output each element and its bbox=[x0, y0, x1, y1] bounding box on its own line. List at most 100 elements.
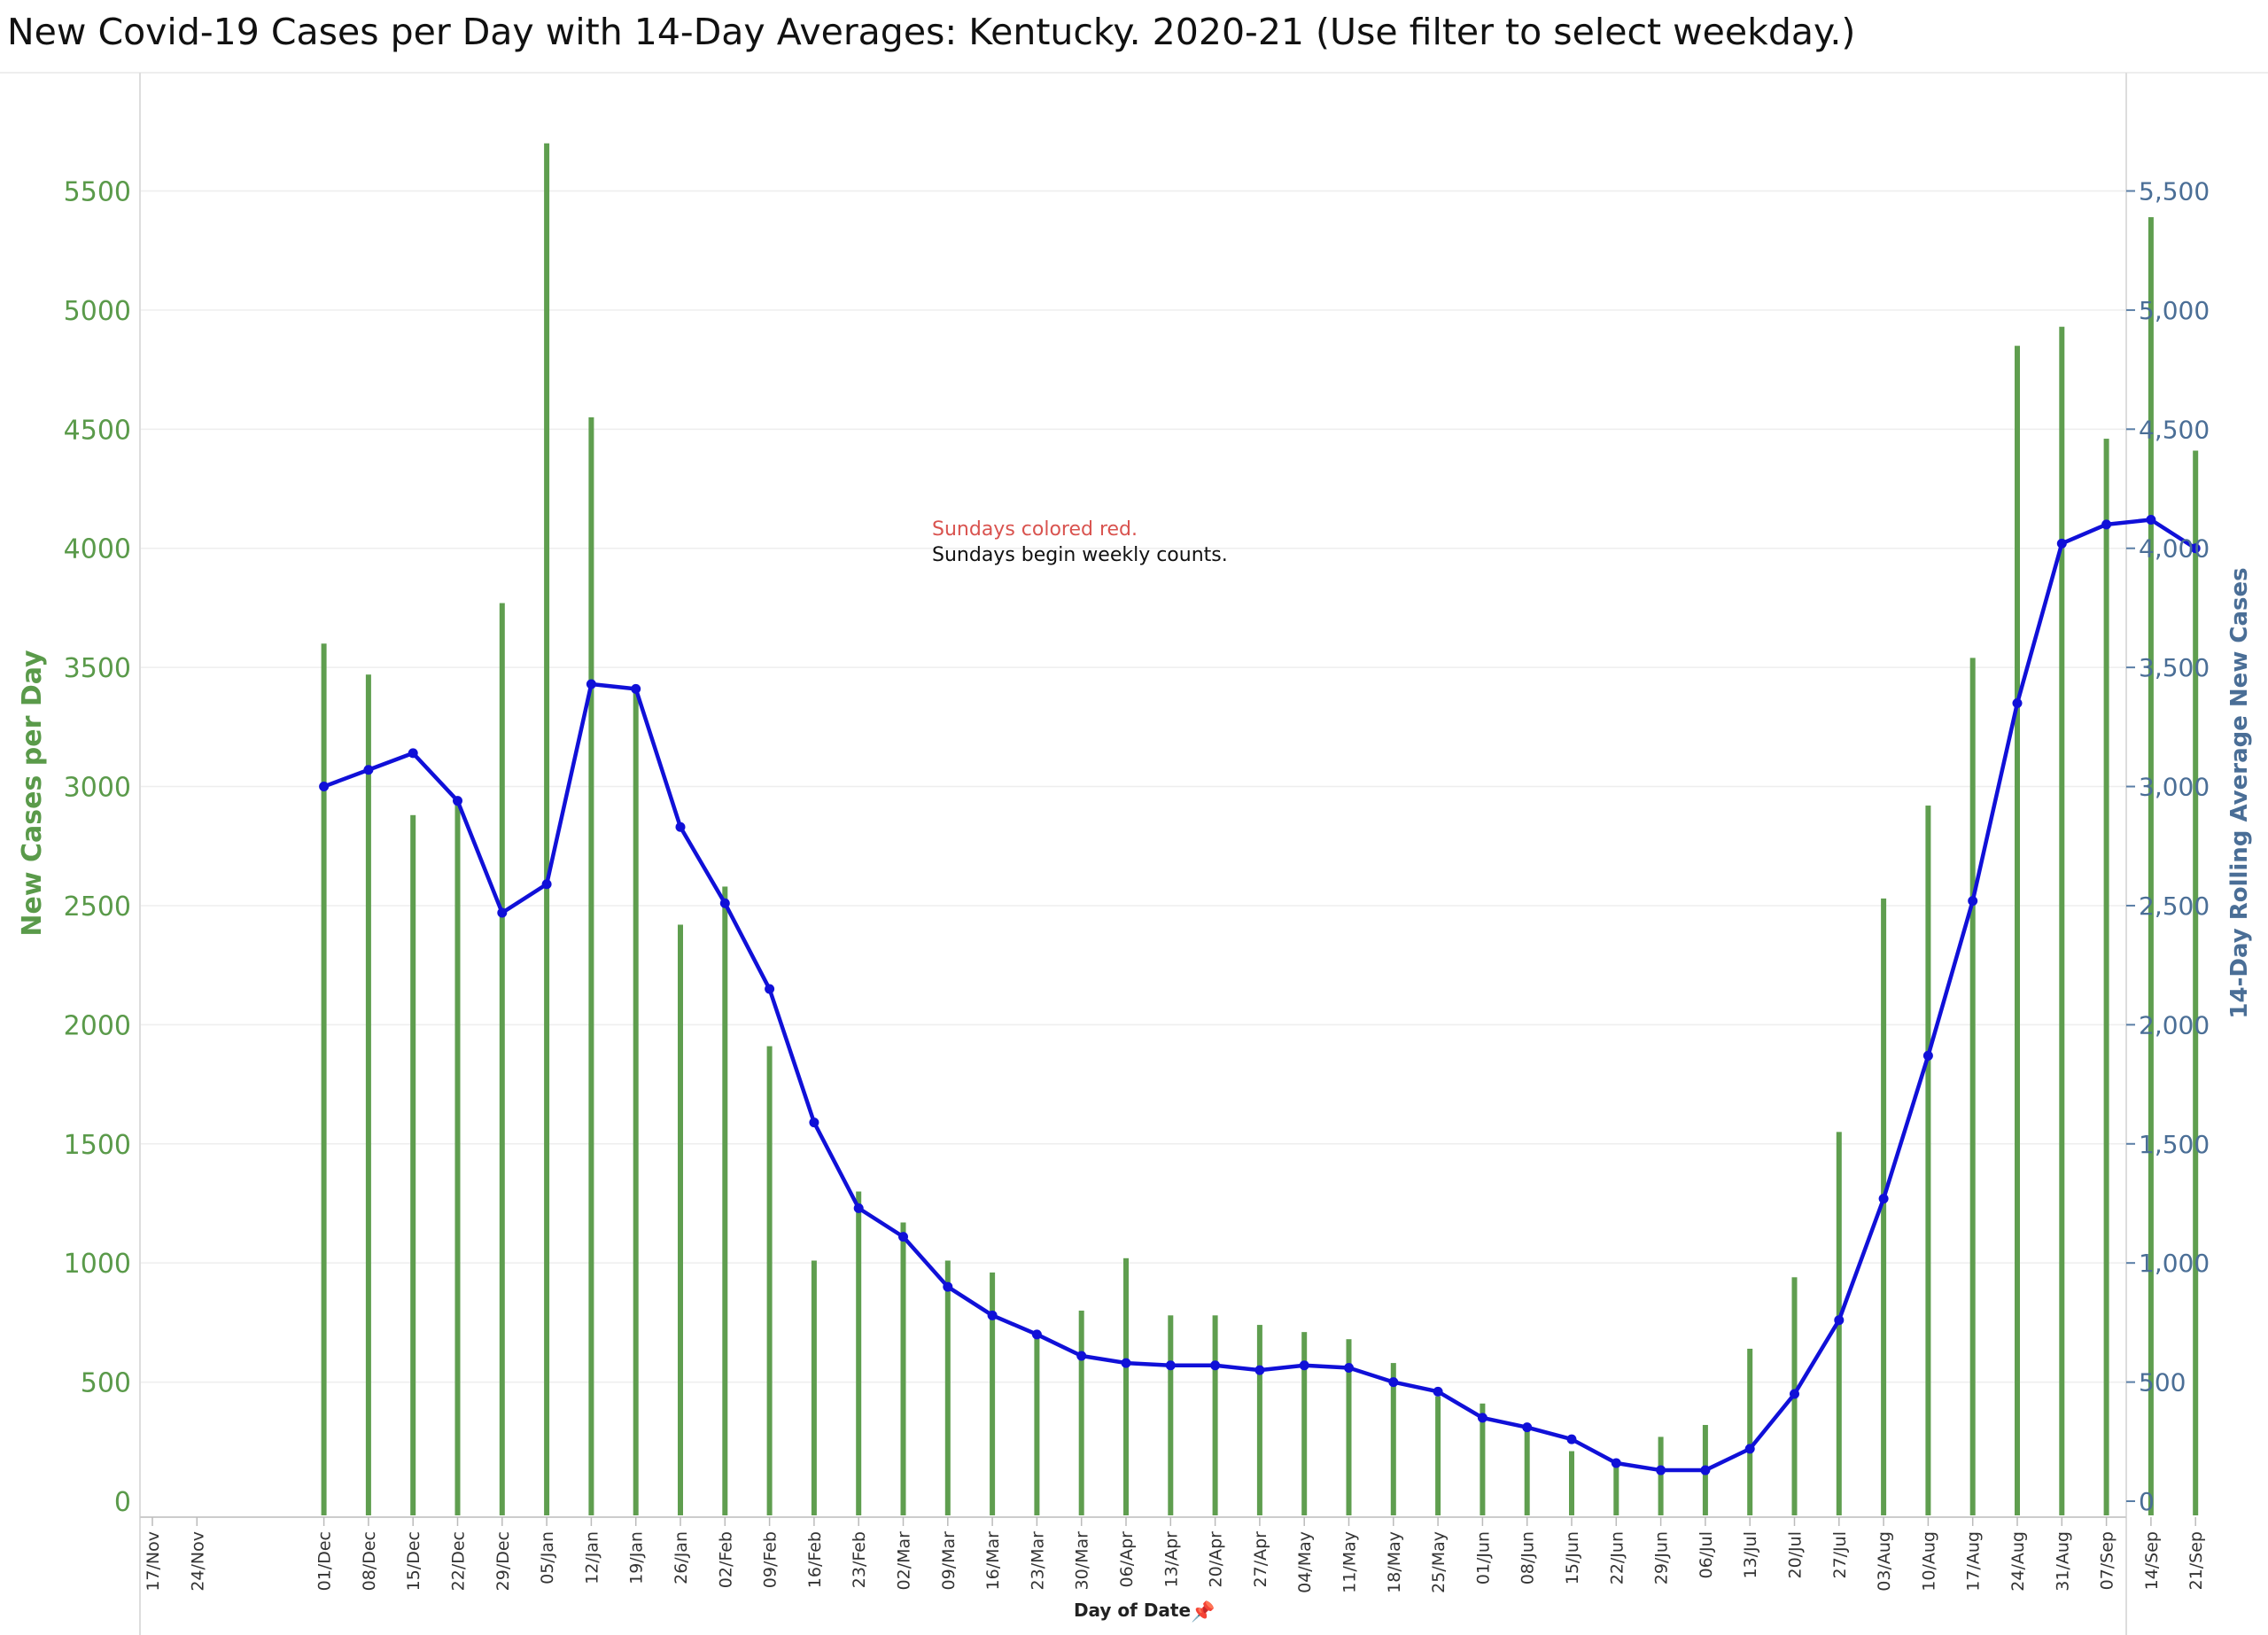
bar bbox=[856, 1191, 862, 1515]
x-tick-label: 22/Dec bbox=[449, 1531, 469, 1591]
bar bbox=[766, 1046, 773, 1515]
annotation-weekly-counts: Sundays begin weekly counts. bbox=[932, 544, 1228, 566]
y-tick-right: 3,000 bbox=[2139, 773, 2210, 802]
y-tick-left: 5000 bbox=[64, 296, 131, 327]
bar bbox=[1034, 1334, 1040, 1515]
x-tick-label: 11/May bbox=[1340, 1531, 1360, 1593]
line-point bbox=[1076, 1351, 1087, 1361]
x-tick-label: 27/Jul bbox=[1830, 1531, 1850, 1579]
x-tick-label: 01/Dec bbox=[315, 1531, 335, 1591]
bar-series bbox=[321, 143, 2199, 1516]
y-tick-right: 0 bbox=[2139, 1487, 2155, 1516]
y-tick-left: 4500 bbox=[64, 415, 131, 446]
x-tick-label: 08/Jun bbox=[1518, 1531, 1538, 1584]
bar bbox=[321, 643, 327, 1515]
y-tick-right: 3,500 bbox=[2139, 653, 2210, 682]
x-tick-label: 05/Jan bbox=[538, 1531, 557, 1584]
line-point bbox=[1254, 1365, 1265, 1375]
line-point bbox=[1744, 1444, 1755, 1454]
x-tick-label: 02/Feb bbox=[716, 1531, 735, 1588]
y-tick-left: 1500 bbox=[64, 1130, 131, 1161]
line-point bbox=[675, 821, 686, 832]
bar bbox=[1480, 1403, 1486, 1515]
y-tick-right: 2,500 bbox=[2139, 891, 2210, 921]
x-tick-label: 20/Apr bbox=[1207, 1531, 1226, 1588]
bar bbox=[633, 691, 639, 1515]
y-axis-label-left: New Cases per Day bbox=[17, 650, 48, 937]
line-point bbox=[631, 683, 641, 694]
x-tick-label: 29/Jun bbox=[1652, 1531, 1672, 1584]
x-tick-label: 29/Dec bbox=[493, 1531, 513, 1591]
y-tick-right: 500 bbox=[2139, 1368, 2186, 1398]
bar bbox=[1524, 1429, 1530, 1515]
x-tick-label: 06/Jul bbox=[1697, 1531, 1716, 1579]
gridlines bbox=[140, 190, 2126, 1383]
line-point bbox=[1210, 1360, 1221, 1371]
bar bbox=[1969, 658, 1976, 1515]
line-point bbox=[1566, 1434, 1577, 1444]
y-axis-left: 0 500 1000 1500 2000 2500 3000 3500 4000 4500 5000… bbox=[64, 177, 131, 1519]
x-tick-label: 22/Jun bbox=[1607, 1531, 1627, 1584]
bar bbox=[1613, 1462, 1619, 1515]
bar bbox=[990, 1272, 996, 1515]
line-point bbox=[1922, 1050, 1933, 1061]
x-tick-label: 27/Apr bbox=[1251, 1531, 1270, 1588]
y-tick-left: 0 bbox=[114, 1487, 131, 1518]
bar bbox=[1747, 1348, 1753, 1515]
bar bbox=[588, 417, 594, 1516]
pin-icon[interactable]: 📌 bbox=[1191, 1600, 1215, 1623]
line-point bbox=[1968, 896, 1978, 907]
y-axis-label-right: 14-Day Rolling Average New Cases bbox=[2226, 567, 2253, 1018]
bar bbox=[1435, 1396, 1441, 1515]
y-tick-left: 2500 bbox=[64, 891, 131, 923]
line-point bbox=[943, 1281, 953, 1292]
line-point bbox=[541, 879, 552, 890]
bar bbox=[410, 814, 416, 1515]
x-tick-label: 12/Jan bbox=[582, 1531, 602, 1584]
x-tick-label: 16/Feb bbox=[805, 1531, 825, 1588]
line-point bbox=[1477, 1413, 1487, 1423]
bar bbox=[1212, 1315, 1218, 1515]
line-point bbox=[1522, 1422, 1533, 1433]
y-tick-right: 5,500 bbox=[2139, 177, 2210, 206]
line-point bbox=[408, 748, 418, 759]
bar bbox=[1569, 1451, 1574, 1515]
bar bbox=[454, 798, 461, 1515]
bar bbox=[365, 674, 371, 1515]
x-tick-label: 03/Aug bbox=[1875, 1531, 1894, 1592]
line-point bbox=[363, 765, 374, 775]
line-point bbox=[1121, 1358, 1131, 1368]
y-axis-right: 0 500 1,000 1,500 2,000 2,500 3,000 3,500 4,000 4… bbox=[2126, 177, 2210, 1516]
bar bbox=[2015, 346, 2020, 1515]
line-point bbox=[987, 1310, 998, 1320]
bar bbox=[1256, 1325, 1262, 1515]
x-axis-label: Day of Date bbox=[1074, 1600, 1191, 1621]
x-tick-label: 04/May bbox=[1295, 1531, 1315, 1593]
line-point bbox=[2056, 538, 2067, 549]
y-tick-right: 4,000 bbox=[2139, 534, 2210, 564]
bar bbox=[2148, 217, 2154, 1515]
line-point bbox=[853, 1203, 864, 1213]
x-axis: 17/Nov 24/Nov 01/Dec 08/Dec 15/Dec 22/Dec 29/D… bbox=[144, 1517, 2206, 1593]
line-point bbox=[1700, 1465, 1711, 1475]
bar bbox=[1346, 1339, 1352, 1515]
line-point bbox=[2190, 543, 2201, 554]
x-tick-label: 23/Mar bbox=[1028, 1531, 1047, 1591]
line-point bbox=[1656, 1465, 1666, 1475]
x-tick-label: 24/Aug bbox=[2008, 1531, 2028, 1592]
line-point bbox=[765, 984, 775, 994]
x-tick-label: 01/Jun bbox=[1473, 1531, 1493, 1584]
line-point bbox=[586, 679, 596, 689]
x-tick-label: 02/Mar bbox=[895, 1531, 914, 1591]
y-tick-right: 2,000 bbox=[2139, 1010, 2210, 1039]
x-tick-label: 14/Sep bbox=[2142, 1531, 2162, 1590]
x-tick-label: 16/Mar bbox=[983, 1531, 1003, 1591]
x-tick-label: 19/Jan bbox=[627, 1531, 647, 1584]
y-tick-left: 3500 bbox=[64, 653, 131, 684]
line-point bbox=[2101, 519, 2112, 530]
y-tick-right: 1,000 bbox=[2139, 1249, 2210, 1278]
plot-frame bbox=[0, 72, 2268, 1635]
x-tick-label: 15/Dec bbox=[404, 1531, 423, 1591]
line-series bbox=[319, 514, 2201, 1475]
line-point bbox=[1878, 1194, 1889, 1204]
